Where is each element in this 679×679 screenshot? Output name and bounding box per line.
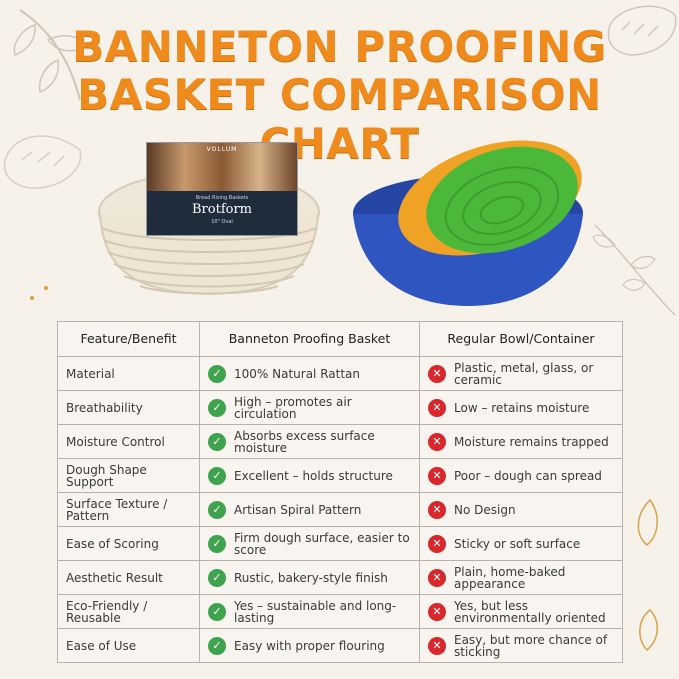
feature-cell: Dough Shape Support [57,458,200,493]
leaf-decoration-right [637,498,658,652]
table-row: Ease of Use ✓ Easy with proper flouring ✕… [57,628,623,663]
table-row: Ease of Scoring ✓ Firm dough surface, eas… [57,526,623,561]
check-circle-icon: ✓ [208,364,226,383]
product-label-card: VOLLUM Bread Rising Baskets Brotform 10"… [146,142,298,236]
feature-cell: Ease of Scoring [57,526,200,561]
bread-loaf-decoration-top-right [607,5,677,56]
x-circle-icon: ✕ [428,398,446,417]
x-circle-icon: ✕ [428,636,446,655]
regular-cell: ✕ Yes, but less environmentally oriented [419,594,623,629]
banneton-cell: ✓ Rustic, bakery-style finish [199,560,420,595]
table-row: Aesthetic Result ✓ Rustic, bakery-style f… [57,560,623,595]
regular-text: Low – retains moisture [454,400,590,415]
feature-cell: Breathability [57,390,200,425]
check-circle-icon: ✓ [208,432,226,451]
x-circle-icon: ✕ [428,602,446,621]
regular-cell: ✕ Poor – dough can spread [419,458,623,493]
bread-photo [147,143,297,191]
regular-text: Plain, home-baked appearance [454,564,566,591]
x-circle-icon: ✕ [428,432,446,451]
regular-cell: ✕ Easy, but more chance of sticking [419,628,623,663]
table-row: Dough Shape Support ✓ Excellent – holds s… [57,458,623,493]
regular-cell: ✕ Moisture remains trapped [419,424,623,459]
regular-text: Moisture remains trapped [454,434,609,449]
banneton-text: Absorbs excess surface moisture [234,428,375,455]
feature-cell: Eco-Friendly / Reusable [57,594,200,629]
banneton-cell: ✓ Easy with proper flouring [199,628,420,663]
regular-text: Easy, but more chance of sticking [454,632,608,659]
rattan-basket-image: VOLLUM Bread Rising Baskets Brotform 10"… [96,142,322,302]
regular-cell: ✕ Plain, home-baked appearance [419,560,623,595]
regular-text: Sticky or soft surface [454,536,581,551]
x-circle-icon: ✕ [428,568,446,587]
x-circle-icon: ✕ [428,500,446,519]
banneton-text: Yes – sustainable and long-lasting [234,598,397,625]
header-banneton: Banneton Proofing Basket [199,321,420,357]
banneton-cell: ✓ Firm dough surface, easier to score [199,526,420,561]
banneton-text: Rustic, bakery-style finish [234,570,388,585]
regular-text: No Design [454,502,516,517]
regular-cell: ✕ Sticky or soft surface [419,526,623,561]
dot-decoration [44,286,48,290]
banneton-text: 100% Natural Rattan [234,366,360,381]
header-regular: Regular Bowl/Container [419,321,623,357]
x-circle-icon: ✕ [428,466,446,485]
check-circle-icon: ✓ [208,534,226,553]
banneton-text: Easy with proper flouring [234,638,385,653]
regular-text: Yes, but less environmentally oriented [454,598,606,625]
regular-text: Poor – dough can spread [454,468,602,483]
plastic-bowls-illustration [353,140,583,306]
banneton-text: High – promotes air circulation [234,394,352,421]
label-size: 10" Oval [211,219,233,225]
table-row: Breathability ✓ High – promotes air circu… [57,390,623,425]
check-circle-icon: ✓ [208,636,226,655]
regular-cell: ✕ Low – retains moisture [419,390,623,425]
banneton-text: Excellent – holds structure [234,468,393,483]
x-circle-icon: ✕ [428,364,446,383]
table-header-row: Feature/Benefit Banneton Proofing Basket… [57,321,623,357]
wheat-leaf-decoration-top-left [13,9,88,101]
check-circle-icon: ✓ [208,500,226,519]
banneton-cell: ✓ Absorbs excess surface moisture [199,424,420,459]
check-circle-icon: ✓ [208,466,226,485]
regular-cell: ✕ Plastic, metal, glass, or ceramic [419,356,623,391]
check-circle-icon: ✓ [208,568,226,587]
table-row: Eco-Friendly / Reusable ✓ Yes – sustainab… [57,594,623,629]
banneton-cell: ✓ Excellent – holds structure [199,458,420,493]
banneton-cell: ✓ Artisan Spiral Pattern [199,492,420,527]
bread-decoration-left [3,135,82,189]
banneton-text: Firm dough surface, easier to score [234,530,410,557]
banneton-cell: ✓ Yes – sustainable and long-lasting [199,594,420,629]
x-circle-icon: ✕ [428,534,446,553]
regular-cell: ✕ No Design [419,492,623,527]
feature-cell: Material [57,356,200,391]
feature-cell: Surface Texture / Pattern [57,492,200,527]
feature-cell: Aesthetic Result [57,560,200,595]
comparison-table: Feature/Benefit Banneton Proofing Basket… [57,321,623,663]
banneton-cell: ✓ 100% Natural Rattan [199,356,420,391]
brand-name: VOLLUM [206,146,238,153]
check-circle-icon: ✓ [208,398,226,417]
table-row: Moisture Control ✓ Absorbs excess surface… [57,424,623,459]
table-row: Material ✓ 100% Natural Rattan ✕ Plastic, … [57,356,623,391]
page-title-line-2: BASKET COMPARISON CHART [77,70,602,168]
banneton-text: Artisan Spiral Pattern [234,502,362,517]
label-subtitle: Bread Rising Baskets [195,195,249,201]
banneton-cell: ✓ High – promotes air circulation [199,390,420,425]
feature-cell: Ease of Use [57,628,200,663]
page-title-line-1: BANNETON PROOFING [72,22,607,71]
table-row: Surface Texture / Pattern ✓ Artisan Spira… [57,492,623,527]
header-feature: Feature/Benefit [57,321,200,357]
feature-cell: Moisture Control [57,424,200,459]
label-product-name: Brotform [192,202,252,217]
regular-text: Plastic, metal, glass, or ceramic [454,360,594,387]
dot-decoration [30,296,34,300]
check-circle-icon: ✓ [208,602,226,621]
wheat-decoration-right [592,224,676,316]
plastic-bowls-image [350,138,595,308]
